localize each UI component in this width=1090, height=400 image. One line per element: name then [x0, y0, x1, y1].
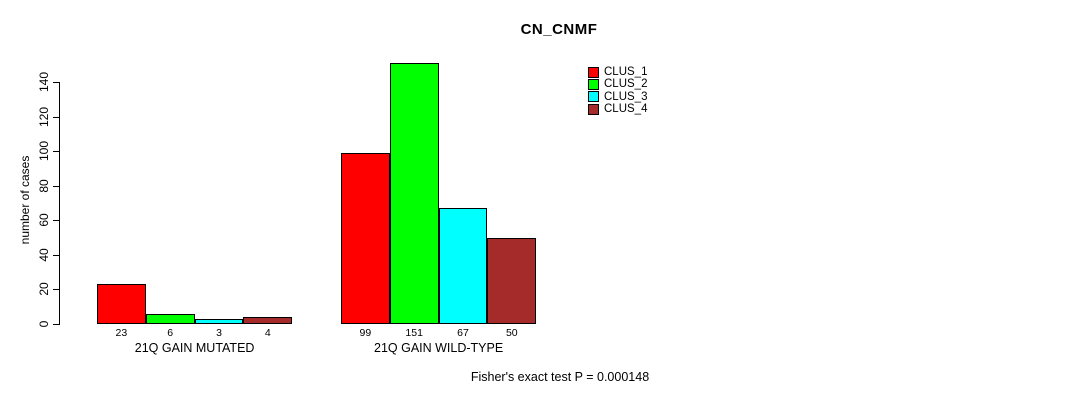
bar-value-label: 23 — [115, 327, 128, 339]
y-tick — [53, 185, 59, 187]
y-tick — [53, 82, 59, 83]
y-axis-line — [59, 82, 60, 325]
legend-swatch — [588, 66, 599, 78]
legend-label: CLUS_3 — [604, 90, 648, 103]
y-axis-label: number of cases — [18, 155, 32, 245]
bar-value-label: 3 — [216, 327, 222, 339]
bar-clus_3-group2 — [438, 208, 488, 324]
bar-clus_1-group2 — [341, 152, 390, 324]
y-tick — [53, 151, 59, 153]
bar-clus_4-group2 — [487, 237, 537, 324]
y-tick — [53, 289, 59, 291]
bar-value-label: 50 — [505, 327, 518, 339]
bar-clus_3-group1 — [194, 318, 244, 324]
y-tick-label: 0 — [37, 320, 51, 328]
y-tick — [53, 116, 59, 118]
legend: CLUS_1 CLUS_2 CLUS_3 CLUS_4 — [588, 66, 647, 115]
legend-label: CLUS_1 — [604, 66, 648, 79]
legend-swatch — [588, 78, 599, 90]
bar-value-label: 6 — [167, 327, 174, 339]
legend-swatch — [588, 103, 599, 115]
legend-swatch — [588, 91, 599, 103]
bar-value-label: 4 — [264, 327, 271, 339]
y-tick-label: 40 — [37, 248, 51, 262]
y-tick-label: 100 — [37, 141, 51, 162]
legend-label: CLUS_2 — [604, 78, 648, 91]
legend-item-clus_4: CLUS_4 — [588, 103, 647, 115]
x-category-label: 21Q GAIN MUTATED — [134, 341, 255, 355]
y-tick-label: 60 — [37, 213, 51, 227]
x-category-label: 21Q GAIN WILD-TYPE — [373, 341, 504, 355]
legend-item-clus_3: CLUS_3 — [588, 91, 647, 103]
bar-value-label: 67 — [457, 327, 469, 339]
annotation-text: Fisher's exact test P = 0.000148 — [470, 370, 650, 384]
legend-label: CLUS_4 — [604, 103, 648, 116]
y-tick — [53, 220, 59, 222]
y-tick-label: 80 — [37, 179, 51, 193]
bar-clus_4-group1 — [243, 317, 293, 324]
bar-clus_2-group1 — [145, 313, 195, 324]
y-tick-label: 120 — [37, 106, 51, 127]
legend-item-clus_1: CLUS_1 — [588, 66, 647, 78]
y-tick-label: 140 — [37, 71, 51, 93]
y-tick-label: 20 — [37, 282, 51, 297]
bar-value-label: 99 — [359, 327, 372, 339]
chart-title: CN_CNMF — [520, 21, 598, 38]
bar-clus_1-group1 — [97, 284, 146, 324]
y-tick — [53, 324, 59, 325]
legend-item-clus_2: CLUS_2 — [588, 78, 647, 90]
y-tick — [53, 254, 59, 256]
bar-value-label: 151 — [405, 327, 423, 339]
bar-clus_2-group2 — [389, 62, 439, 324]
